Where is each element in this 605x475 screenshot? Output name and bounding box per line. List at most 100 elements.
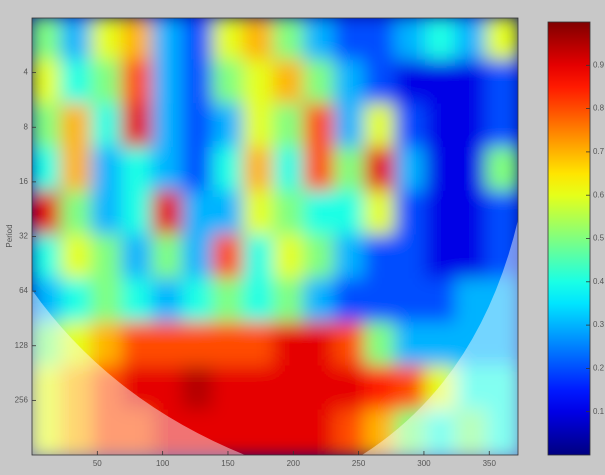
colorbar-tick-label: 0.4 bbox=[593, 277, 605, 286]
heatmap-cell bbox=[425, 322, 459, 370]
heatmap-cell bbox=[455, 235, 489, 283]
x-tick-label: 100 bbox=[156, 459, 170, 468]
heatmap-cell bbox=[30, 235, 64, 283]
colorbar-tick-label: 0.1 bbox=[593, 407, 605, 416]
heatmap-cell bbox=[30, 191, 64, 239]
heatmap-cell bbox=[182, 278, 216, 326]
heatmap-cell bbox=[303, 103, 337, 151]
heatmap-cell bbox=[364, 366, 398, 414]
heatmap-cell bbox=[212, 103, 246, 151]
heatmap-cell bbox=[303, 60, 337, 108]
heatmap-cell bbox=[425, 235, 459, 283]
heatmap-cell bbox=[212, 278, 246, 326]
heatmap-cell bbox=[273, 147, 307, 195]
heatmap-cell bbox=[60, 16, 94, 64]
y-tick-label: 32 bbox=[19, 232, 28, 241]
heatmap-cell bbox=[486, 103, 520, 151]
heatmap-cell bbox=[364, 60, 398, 108]
heatmap-cell bbox=[455, 191, 489, 239]
heatmap-cell bbox=[121, 322, 155, 370]
heatmap-cell bbox=[486, 16, 520, 64]
heatmap-cell bbox=[334, 278, 368, 326]
heatmap-cell bbox=[334, 103, 368, 151]
heatmap-cell bbox=[243, 278, 277, 326]
heatmap-cell bbox=[303, 409, 337, 457]
y-tick-label: 8 bbox=[24, 122, 29, 131]
colorbar-tick-label: 0.2 bbox=[593, 364, 605, 373]
heatmap-cell bbox=[303, 235, 337, 283]
heatmap-cell bbox=[273, 60, 307, 108]
heatmap-cell bbox=[152, 191, 186, 239]
heatmap-cell bbox=[243, 366, 277, 414]
heatmap-cell bbox=[182, 191, 216, 239]
heatmap-cell bbox=[303, 191, 337, 239]
heatmap-cell bbox=[212, 322, 246, 370]
heatmap-cell bbox=[486, 147, 520, 195]
heatmap-cell bbox=[273, 366, 307, 414]
heatmap-cell bbox=[91, 103, 125, 151]
heatmap-cell bbox=[273, 322, 307, 370]
y-tick-label: 16 bbox=[19, 177, 28, 186]
heatmap-cell bbox=[212, 16, 246, 64]
heatmap-cell bbox=[273, 191, 307, 239]
x-tick-label: 50 bbox=[93, 459, 102, 468]
heatmap-cell bbox=[364, 16, 398, 64]
y-tick-label: 4 bbox=[24, 68, 29, 77]
heatmap-cell bbox=[182, 60, 216, 108]
heatmap-cell bbox=[364, 235, 398, 283]
heatmap-cell bbox=[152, 322, 186, 370]
heatmap-cell bbox=[425, 191, 459, 239]
heatmap-cell bbox=[395, 235, 429, 283]
heatmap-cell bbox=[30, 147, 64, 195]
heatmap-cell bbox=[152, 366, 186, 414]
heatmap-cell bbox=[364, 278, 398, 326]
heatmap-cell bbox=[30, 16, 64, 64]
heatmap-cell bbox=[121, 60, 155, 108]
heatmap-cell bbox=[182, 16, 216, 64]
heatmap-cell bbox=[395, 147, 429, 195]
x-tick-label: 350 bbox=[483, 459, 497, 468]
heatmap-cell bbox=[425, 147, 459, 195]
heatmap-cell bbox=[395, 322, 429, 370]
heatmap-cell bbox=[243, 235, 277, 283]
heatmap-cell bbox=[243, 322, 277, 370]
y-axis-label: Period bbox=[5, 224, 14, 247]
heatmap-cell bbox=[334, 235, 368, 283]
heatmap-cell bbox=[212, 147, 246, 195]
heatmap-cell bbox=[364, 322, 398, 370]
heatmap-cell bbox=[243, 409, 277, 457]
heatmap-cell bbox=[182, 147, 216, 195]
x-tick-label: 250 bbox=[352, 459, 366, 468]
heatmap-cell bbox=[303, 16, 337, 64]
heatmap-cell bbox=[121, 16, 155, 64]
heatmap-cell bbox=[152, 235, 186, 283]
heatmap-cell bbox=[334, 366, 368, 414]
heatmap-cell bbox=[121, 278, 155, 326]
heatmap-cell bbox=[212, 191, 246, 239]
heatmap-cell bbox=[455, 147, 489, 195]
y-tick-label: 64 bbox=[19, 286, 28, 295]
y-tick-label: 128 bbox=[15, 341, 29, 350]
heatmap bbox=[30, 16, 520, 457]
heatmap-cell bbox=[182, 235, 216, 283]
heatmap-cell bbox=[273, 278, 307, 326]
chart: Period 501001502002503003504816326412825… bbox=[0, 0, 605, 475]
heatmap-cell bbox=[364, 147, 398, 195]
heatmap-cell bbox=[486, 191, 520, 239]
colorbar-tick-label: 0.7 bbox=[593, 147, 605, 156]
colorbar bbox=[548, 22, 590, 455]
heatmap-cell bbox=[121, 103, 155, 151]
heatmap-cell bbox=[364, 103, 398, 151]
heatmap-cell bbox=[395, 60, 429, 108]
heatmap-cell bbox=[273, 103, 307, 151]
heatmap-cell bbox=[273, 409, 307, 457]
x-tick-label: 200 bbox=[287, 459, 301, 468]
y-tick-label: 256 bbox=[15, 395, 29, 404]
heatmap-cell bbox=[425, 278, 459, 326]
heatmap-cell bbox=[486, 60, 520, 108]
heatmap-cell bbox=[60, 235, 94, 283]
heatmap-cell bbox=[30, 60, 64, 108]
heatmap-cell bbox=[152, 60, 186, 108]
heatmap-cell bbox=[121, 235, 155, 283]
heatmap-cell bbox=[60, 191, 94, 239]
